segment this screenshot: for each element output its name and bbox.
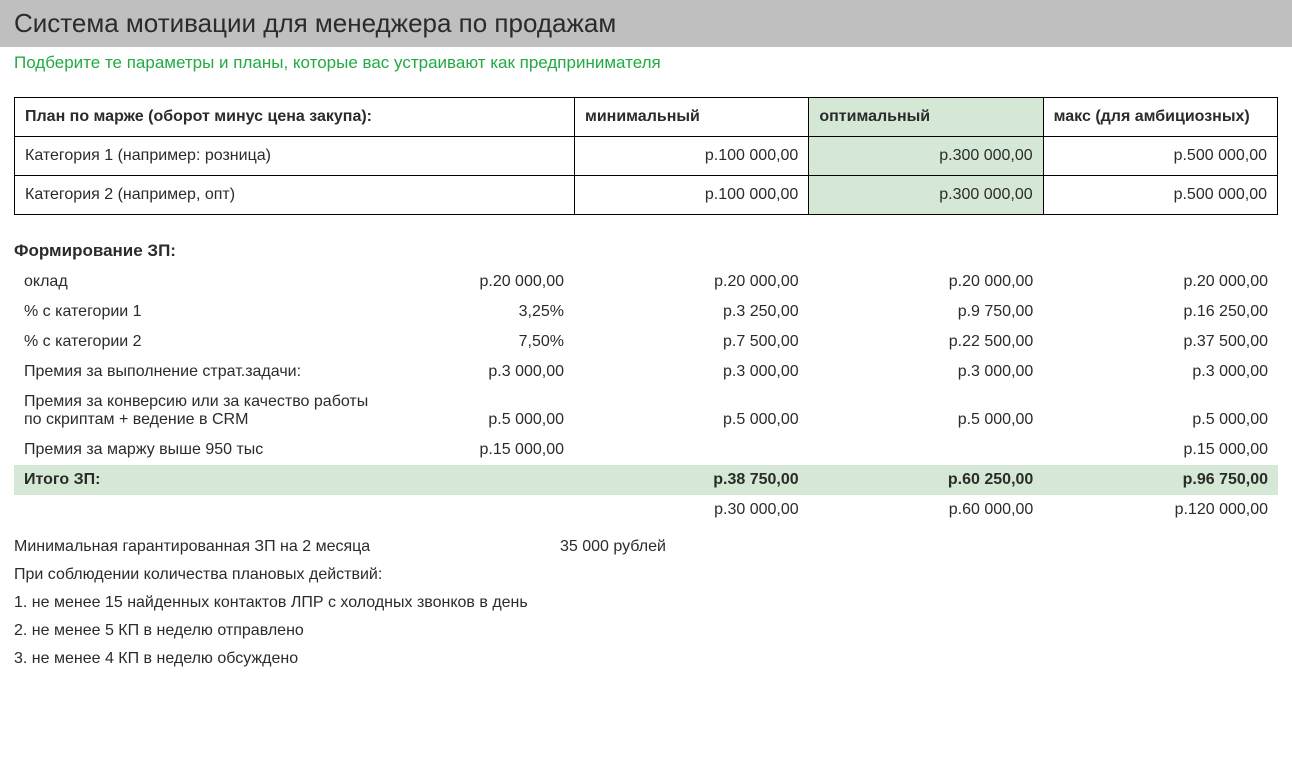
salary-ref-min: р.30 000,00 [574, 495, 809, 525]
salary-row-base: р.5 000,00 [394, 387, 574, 435]
plan-row-label: Категория 2 (например, опт) [15, 176, 575, 215]
salary-row-label: Премия за выполнение страт.задачи: [14, 357, 394, 387]
condition-item: 2. не менее 5 КП в неделю отправлено [14, 617, 1278, 645]
salary-table: оклад р.20 000,00 р.20 000,00 р.20 000,0… [14, 267, 1278, 525]
salary-row-base: р.15 000,00 [394, 435, 574, 465]
salary-row-label: оклад [14, 267, 394, 297]
conditions-header: При соблюдении количества плановых дейст… [14, 561, 1278, 589]
salary-row-min: р.3 250,00 [574, 297, 809, 327]
salary-row-max: р.3 000,00 [1043, 357, 1278, 387]
salary-total-row: Итого ЗП: р.38 750,00 р.60 250,00 р.96 7… [14, 465, 1278, 495]
salary-row-opt: р.9 750,00 [809, 297, 1044, 327]
salary-row: % с категории 2 7,50% р.7 500,00 р.22 50… [14, 327, 1278, 357]
notes-block: Минимальная гарантированная ЗП на 2 меся… [0, 525, 1292, 681]
page-title-bar: Система мотивации для менеджера по прода… [0, 0, 1292, 47]
plan-row-label: Категория 1 (например: розница) [15, 137, 575, 176]
salary-total-min: р.38 750,00 [574, 465, 809, 495]
plan-header-opt: оптимальный [809, 98, 1043, 137]
condition-item: 1. не менее 15 найденных контактов ЛПР с… [14, 589, 1278, 617]
plan-row: Категория 1 (например: розница) р.100 00… [15, 137, 1278, 176]
salary-total-opt: р.60 250,00 [809, 465, 1044, 495]
plan-header-max: макс (для амбициозных) [1043, 98, 1277, 137]
salary-row-max: р.16 250,00 [1043, 297, 1278, 327]
salary-total-base [394, 465, 574, 495]
plan-row-max: р.500 000,00 [1043, 176, 1277, 215]
salary-row-max: р.37 500,00 [1043, 327, 1278, 357]
salary-ref-base [394, 495, 574, 525]
plan-row-min: р.100 000,00 [575, 137, 809, 176]
plan-header-row: План по марже (оборот минус цена закупа)… [15, 98, 1278, 137]
salary-row-label: % с категории 1 [14, 297, 394, 327]
salary-row: % с категории 1 3,25% р.3 250,00 р.9 750… [14, 297, 1278, 327]
guarantee-value: 35 000 рублей [560, 538, 666, 556]
salary-row-label: Премия за маржу выше 950 тыс [14, 435, 394, 465]
page-title: Система мотивации для менеджера по прода… [14, 8, 616, 38]
salary-ref-opt: р.60 000,00 [809, 495, 1044, 525]
page-subtitle: Подберите те параметры и планы, которые … [0, 47, 1292, 77]
salary-total-max: р.96 750,00 [1043, 465, 1278, 495]
salary-row: Премия за маржу выше 950 тыс р.15 000,00… [14, 435, 1278, 465]
plan-row: Категория 2 (например, опт) р.100 000,00… [15, 176, 1278, 215]
guarantee-label: Минимальная гарантированная ЗП на 2 меся… [14, 538, 560, 556]
salary-row-min [574, 435, 809, 465]
salary-row-base: 7,50% [394, 327, 574, 357]
salary-row-opt: р.22 500,00 [809, 327, 1044, 357]
salary-row-base: р.20 000,00 [394, 267, 574, 297]
salary-row: Премия за конверсию или за качество рабо… [14, 387, 1278, 435]
salary-row-base: р.3 000,00 [394, 357, 574, 387]
salary-row: Премия за выполнение страт.задачи: р.3 0… [14, 357, 1278, 387]
salary-row-min: р.5 000,00 [574, 387, 809, 435]
salary-section-title: Формирование ЗП: [0, 215, 1292, 267]
plan-row-opt: р.300 000,00 [809, 176, 1043, 215]
salary-row-opt [809, 435, 1044, 465]
salary-ref-row: р.30 000,00 р.60 000,00 р.120 000,00 [14, 495, 1278, 525]
salary-row-opt: р.3 000,00 [809, 357, 1044, 387]
salary-row-min: р.20 000,00 [574, 267, 809, 297]
salary-row-min: р.7 500,00 [574, 327, 809, 357]
plan-header-label: План по марже (оборот минус цена закупа)… [15, 98, 575, 137]
guarantee-line: Минимальная гарантированная ЗП на 2 меся… [14, 533, 1278, 561]
salary-row-label: Премия за конверсию или за качество рабо… [14, 387, 394, 435]
salary-total-label: Итого ЗП: [14, 465, 394, 495]
salary-row-base: 3,25% [394, 297, 574, 327]
salary-row-label: % с категории 2 [14, 327, 394, 357]
salary-row-max: р.5 000,00 [1043, 387, 1278, 435]
plan-row-min: р.100 000,00 [575, 176, 809, 215]
salary-ref-label [14, 495, 394, 525]
salary-row-opt: р.20 000,00 [809, 267, 1044, 297]
salary-row-max: р.15 000,00 [1043, 435, 1278, 465]
plan-row-opt: р.300 000,00 [809, 137, 1043, 176]
salary-row-opt: р.5 000,00 [809, 387, 1044, 435]
salary-ref-max: р.120 000,00 [1043, 495, 1278, 525]
salary-row: оклад р.20 000,00 р.20 000,00 р.20 000,0… [14, 267, 1278, 297]
plan-header-min: минимальный [575, 98, 809, 137]
plan-row-max: р.500 000,00 [1043, 137, 1277, 176]
salary-row-max: р.20 000,00 [1043, 267, 1278, 297]
plan-table: План по марже (оборот минус цена закупа)… [14, 97, 1278, 215]
salary-row-min: р.3 000,00 [574, 357, 809, 387]
condition-item: 3. не менее 4 КП в неделю обсуждено [14, 645, 1278, 673]
